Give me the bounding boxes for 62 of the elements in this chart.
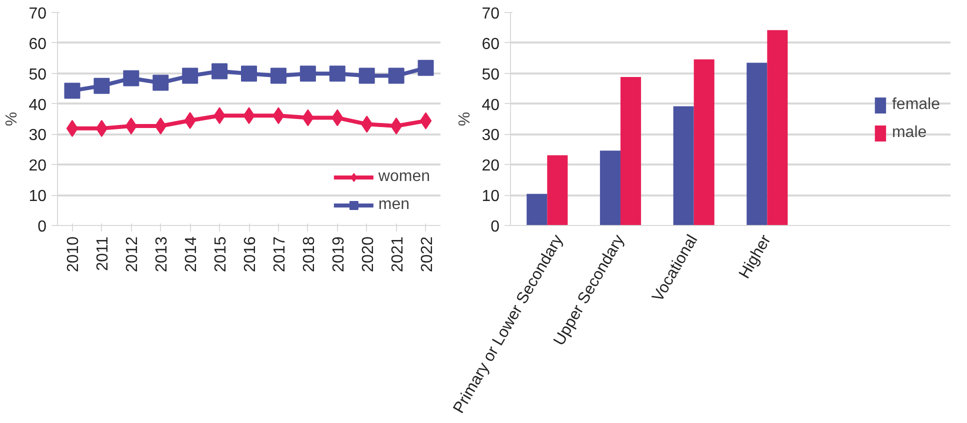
x-tick-label: 2017 [271,236,288,272]
point [420,112,432,130]
y-tick-label: 70 [28,6,47,22]
point [212,63,228,80]
x-tick-label: 2020 [360,236,377,272]
point [64,82,80,99]
point [418,60,434,76]
point [94,78,110,94]
legend-label: women [378,168,430,186]
y-tick-label: 60 [28,36,47,53]
y-tick-label: 20 [482,158,500,175]
x-tick-label: 2013 [154,236,171,272]
bar [746,62,768,226]
bar [694,59,714,226]
y-tick-label: 30 [482,127,500,144]
point [329,66,346,82]
y-tick-label: 40 [482,96,500,114]
y-tick-label: 50 [482,66,500,84]
y-tick-label: 10 [482,188,500,206]
y-tick-label: 30 [28,127,47,144]
y-tick-label: 0 [490,218,500,236]
point [300,66,316,82]
point [123,70,140,86]
bar [673,106,694,226]
x-tick-label: 2016 [242,236,259,272]
y-axis-title: % [4,112,21,126]
point [358,68,375,84]
point [390,118,402,134]
bar [526,194,548,226]
x-tick-label: 2010 [65,236,82,272]
x-tick-label: 2014 [183,236,200,272]
x-tick-label: 2021 [389,236,406,272]
y-tick-label: 40 [28,96,47,114]
x-tick-label: 2018 [300,236,318,272]
y-tick-label: 0 [38,218,47,236]
y-tick-label: 70 [482,6,500,22]
bar [547,155,568,226]
point [388,68,404,84]
bar [767,30,788,226]
y-tick-label: 20 [28,158,47,175]
y-tick-label: 50 [28,66,47,84]
point [154,118,166,134]
y-tick-label: 60 [482,36,500,53]
x-tick-label: 2015 [212,236,230,272]
x-tick-label: 2022 [418,236,436,272]
point [270,68,286,84]
point [66,120,78,137]
point [182,68,198,84]
legend-label: female [892,96,940,114]
legend-label: male [892,124,927,142]
x-tick-label: 2019 [330,236,348,272]
x-tick-label: 2012 [124,236,142,272]
bar [620,77,642,226]
bar [600,150,620,226]
point [96,120,108,137]
legend-label: men [378,196,410,214]
point [241,66,257,82]
x-tick-label: 2011 [94,236,112,271]
y-axis-title: % [456,112,474,126]
point [125,118,137,134]
point [152,74,169,91]
y-tick-label: 10 [28,188,47,206]
